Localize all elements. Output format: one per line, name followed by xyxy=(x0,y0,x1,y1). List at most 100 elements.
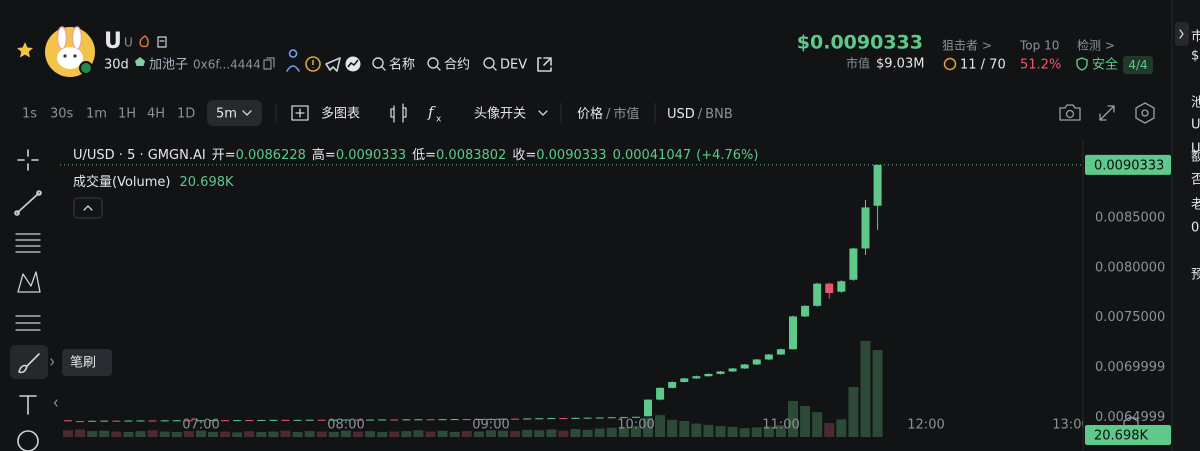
search-link[interactable]: DEV xyxy=(500,58,527,73)
side-panel-text: 老 xyxy=(1191,198,1200,213)
candle-body xyxy=(801,305,810,317)
flame-icon xyxy=(139,35,149,48)
text-tool[interactable] xyxy=(19,395,37,415)
candle-body xyxy=(547,418,556,420)
search-icon-handle xyxy=(435,65,441,71)
crosshair-tool[interactable] xyxy=(17,149,39,171)
token-header: U U 30d 加池子 0x6f...4444 名称 合约 DEV $0.00903… xyxy=(17,26,1153,77)
fib-tool[interactable] xyxy=(15,315,41,331)
emoji-tool[interactable] xyxy=(17,430,39,451)
legend-collapse[interactable] xyxy=(73,197,103,219)
interval-button[interactable]: 1D xyxy=(177,107,195,122)
side-panel-text: 池 xyxy=(1191,96,1200,111)
interval-button[interactable]: 1m xyxy=(86,107,107,122)
ohlc-value: 0.0090333 xyxy=(336,148,406,163)
shield-icon xyxy=(1076,57,1088,71)
usd-option[interactable]: USD xyxy=(667,107,695,122)
snipers-label[interactable]: 狙击者 > xyxy=(942,39,992,53)
currency-toggle[interactable]: USD / BNB xyxy=(667,107,733,122)
candle-body xyxy=(112,420,121,422)
mcap-option[interactable]: 市值 xyxy=(613,106,639,122)
holder-icon[interactable] xyxy=(286,49,300,72)
warning-icon[interactable] xyxy=(305,56,321,72)
settings-icon[interactable] xyxy=(1135,102,1155,124)
brush-tool xyxy=(18,353,40,374)
volume-bar xyxy=(437,430,448,437)
trendline-tool[interactable] xyxy=(16,192,40,214)
ohlc-value: 0.0083802 xyxy=(436,148,506,163)
toolbar-collapse[interactable] xyxy=(53,399,58,407)
interval-button[interactable]: 4H xyxy=(147,107,165,122)
volume-bar xyxy=(510,431,521,437)
brush-tool-active[interactable] xyxy=(10,345,48,379)
search-link[interactable]: 名称 xyxy=(389,57,415,73)
candle-body xyxy=(752,359,761,365)
volume-bar xyxy=(425,431,436,437)
candle-body xyxy=(631,416,640,418)
candle-body xyxy=(668,382,677,388)
volume-bar xyxy=(147,430,158,437)
indicators-icon[interactable]: f xyxy=(427,103,436,121)
candle-body xyxy=(692,376,701,379)
side-panel-text: U xyxy=(1191,142,1200,157)
volume-bar xyxy=(256,431,267,437)
candle-body xyxy=(88,420,97,422)
y-tick-label: 0.0085000 xyxy=(1095,210,1165,225)
copy-icon[interactable] xyxy=(263,57,275,70)
candle-body xyxy=(789,316,797,350)
candle-body xyxy=(64,420,72,422)
search-icon[interactable] xyxy=(427,57,439,69)
multi-chart[interactable]: 多图表 xyxy=(321,106,360,122)
external-link-icon[interactable] xyxy=(537,57,552,72)
candle-style-icon[interactable] xyxy=(390,103,407,123)
interval-button[interactable]: 1s xyxy=(22,107,37,122)
candle-body xyxy=(196,420,205,422)
pattern-tool[interactable] xyxy=(17,271,41,293)
multi-chart-icon[interactable] xyxy=(291,105,309,121)
collapse-button[interactable] xyxy=(1175,22,1189,46)
screenshot-icon[interactable] xyxy=(1059,104,1081,121)
candle-body xyxy=(269,419,278,421)
tool-expand[interactable] xyxy=(50,358,55,366)
candle-body xyxy=(559,418,568,420)
interval-button[interactable]: 30s xyxy=(50,107,74,122)
interval-button[interactable]: 1H xyxy=(118,107,136,122)
volume-bar xyxy=(353,431,363,437)
price-mcap-toggle[interactable]: 价格 / 市值 xyxy=(577,106,639,122)
token-symbol: U xyxy=(104,29,122,54)
bnb-option[interactable]: BNB xyxy=(705,107,733,122)
search-icon[interactable] xyxy=(372,57,384,69)
volume-bar xyxy=(679,421,690,437)
audit-label[interactable]: 检测 > xyxy=(1077,38,1115,53)
interval-buttons: 1s 30s 1m 1H 4H 1D xyxy=(22,107,195,122)
fullscreen-icon[interactable] xyxy=(1099,105,1115,121)
price-option[interactable]: 价格 xyxy=(577,106,603,122)
pool-label[interactable]: 加池子 xyxy=(149,58,188,73)
volume-bar xyxy=(606,427,617,437)
chef-icon xyxy=(157,36,167,48)
candle-body xyxy=(486,418,495,420)
last-price-label: 0.0090333 xyxy=(1094,158,1164,173)
volume-bar xyxy=(123,431,134,437)
volume-title: 成交量(Volume) xyxy=(73,174,171,190)
volume-bar xyxy=(292,431,303,437)
top10: 51.2% xyxy=(1020,58,1061,73)
candle-body xyxy=(728,368,737,372)
channel-tool[interactable] xyxy=(15,233,41,253)
chart-link-mark xyxy=(347,59,359,68)
avatar-toggle[interactable]: 头像开关 xyxy=(474,107,526,122)
interval-selected[interactable] xyxy=(207,100,262,126)
candle-body xyxy=(813,283,822,306)
search-icon[interactable] xyxy=(483,57,495,69)
volume-bar xyxy=(667,419,678,437)
search-link[interactable]: 合约 xyxy=(444,58,470,73)
telegram-icon[interactable] xyxy=(325,57,341,72)
candle-body xyxy=(233,420,242,422)
separator: / xyxy=(606,107,611,122)
favorite-star[interactable] xyxy=(17,42,33,58)
volume-bar xyxy=(727,426,738,437)
volume-bar xyxy=(401,431,412,437)
collapse-chevron xyxy=(1179,29,1184,39)
